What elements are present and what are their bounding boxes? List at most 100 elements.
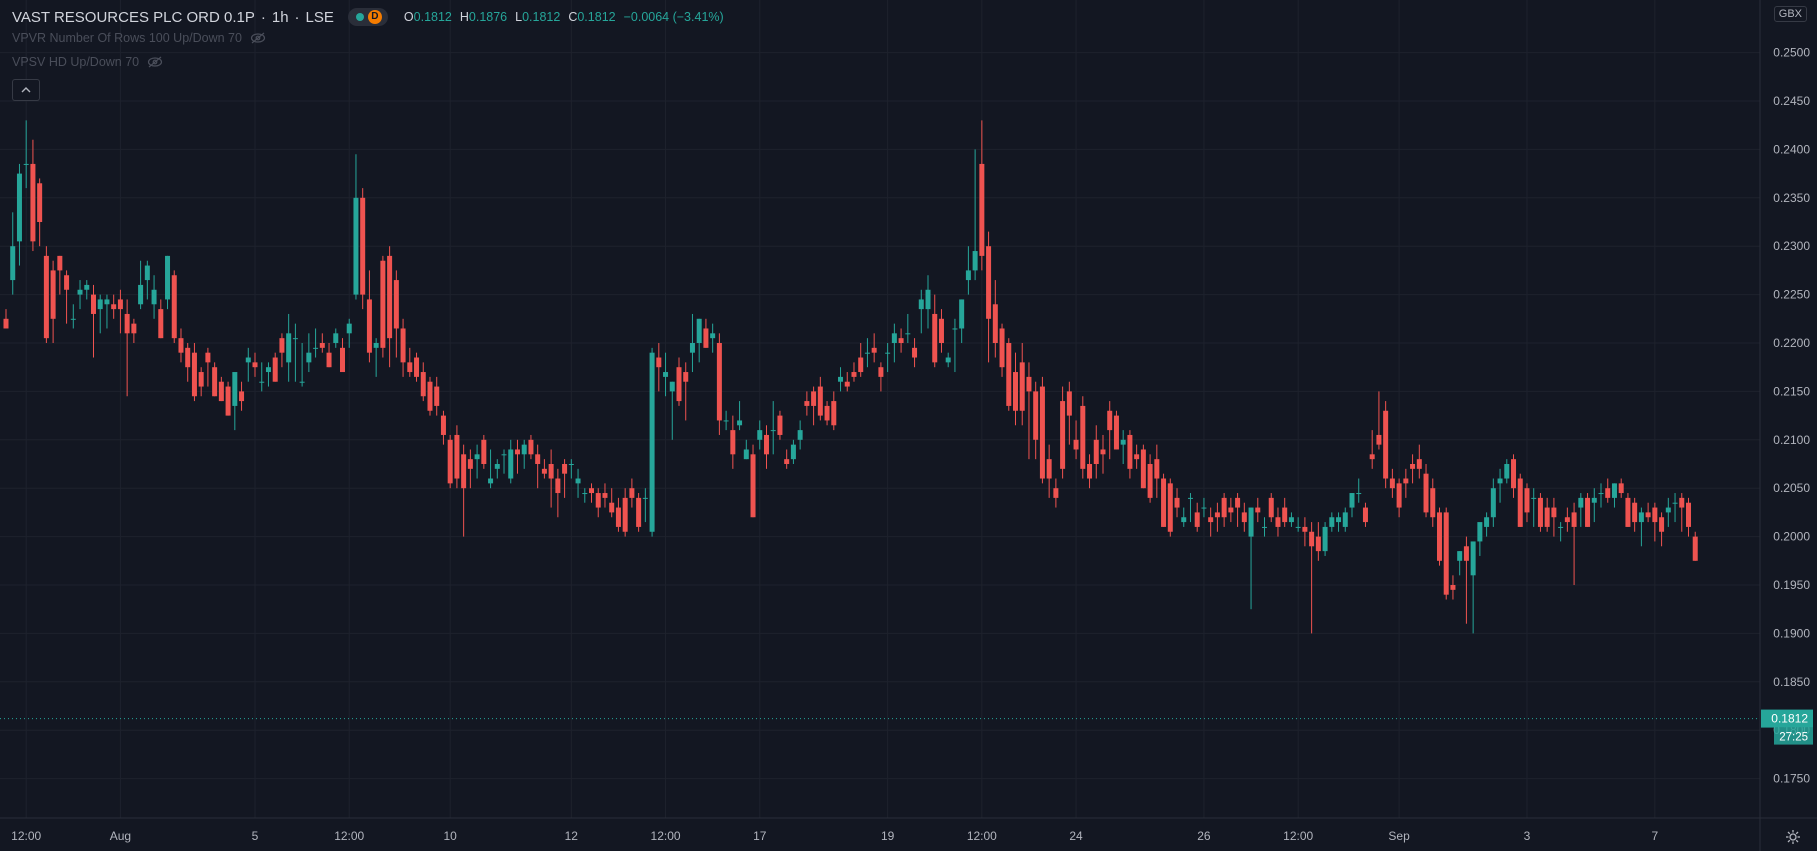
indicator-vpsv[interactable]: VPSV HD Up/Down 70 [12,55,163,69]
market-status-badge[interactable]: D [347,8,388,26]
candle [1235,493,1241,527]
candle [1336,512,1342,532]
candle-body [824,405,830,421]
candle-body [393,280,399,329]
x-tick-label: 19 [881,829,895,843]
candle-body [158,309,164,339]
low-value: 0.1812 [522,10,561,24]
candle [1443,507,1449,600]
bar-countdown-label: 27:25 [1779,732,1808,744]
candle [1430,478,1436,527]
x-tick-label: 17 [753,829,767,843]
candle [1463,536,1469,624]
candle-body [1006,343,1012,406]
candle [23,120,29,189]
candle-body [615,507,621,527]
candle [979,120,985,271]
eye-crossed-icon[interactable] [250,32,266,44]
candle [898,328,904,353]
candle [16,163,22,266]
candle [777,410,783,440]
candle [43,246,49,343]
candle [1632,497,1638,532]
candle-body [340,347,345,373]
candle [871,333,877,363]
candle [1403,468,1409,498]
candle [1268,493,1274,523]
interval[interactable]: 1h [271,8,289,26]
candle [1093,425,1099,479]
candle [1275,507,1281,537]
candle-body [117,299,123,310]
candle-body [37,183,43,222]
separator-dot: · [294,8,300,26]
candle-body [1396,483,1402,508]
change-value: −0.0064 (−3.41%) [623,10,724,24]
x-tick-label: 12:00 [651,829,681,843]
candle-body [1611,483,1617,498]
candle [1686,497,1691,537]
x-tick-label: 12:00 [967,829,997,843]
y-tick-label: 0.2200 [1773,336,1810,350]
candle [1060,386,1066,479]
candle [1484,512,1490,537]
candle [1537,493,1543,532]
candle [521,439,527,469]
currency-label[interactable]: GBX [1773,6,1807,22]
candle-body [992,304,998,343]
candle-body [683,372,689,382]
symbol-name[interactable]: VAST RESOURCES PLC ORD 0.1P [12,8,255,26]
candle [1100,434,1106,474]
candle [851,362,857,382]
candle-body [1672,502,1678,504]
candle [30,139,36,252]
candle-body [878,367,884,377]
candle [938,309,944,353]
candle-body [568,464,574,465]
countdown-tag [1774,727,1813,745]
chart-settings-button[interactable] [1785,829,1801,845]
candle-body [629,488,635,498]
candle [10,212,16,295]
candle-body [1618,483,1624,494]
candle-body [245,357,251,363]
candle [716,333,722,435]
candle [205,347,211,387]
separator-dot: · [260,8,266,26]
candle [131,318,137,343]
eye-crossed-icon[interactable] [147,56,163,68]
candle-body [1564,517,1570,523]
candle [245,347,251,382]
y-tick-label: 0.1850 [1773,675,1810,689]
candle-body [232,372,238,406]
price-axis[interactable]: 0.17500.18000.18500.19000.19500.20000.20… [1759,0,1813,851]
candle-body [1087,464,1093,479]
candle-body [165,255,171,300]
collapse-indicators-button[interactable] [12,79,40,101]
candle [1645,502,1651,523]
candle [622,488,628,537]
indicator-vpvr[interactable]: VPVR Number Of Rows 100 Up/Down 70 [12,31,266,45]
candle-body [1302,526,1308,532]
candle [407,347,413,377]
candle [1161,473,1167,527]
candle [292,323,298,382]
candle-body [272,357,278,382]
candle-body [1625,497,1631,527]
candle-body [1066,391,1072,416]
candle [1477,522,1483,556]
exchange: LSE [305,8,334,26]
candle-body [689,343,695,353]
candle-body [420,372,426,397]
candle [609,488,615,518]
time-axis[interactable]: 12:00 Aug 5 12:00 10 12 12:00 17 19 12:00 24 26 12:0… [0,817,1817,843]
candle [1571,502,1577,585]
candle-body [178,338,184,353]
candle [1356,478,1362,503]
candle-body [757,430,763,440]
candle [757,420,763,450]
candle [1638,507,1644,547]
x-tick-label: 24 [1069,829,1083,843]
